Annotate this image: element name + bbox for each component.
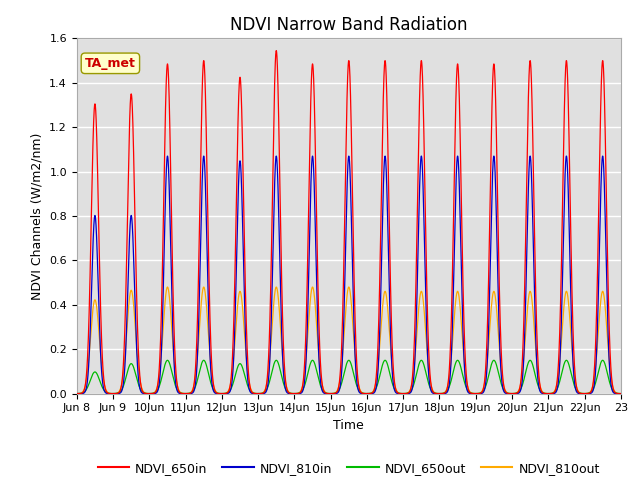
NDVI_810out xyxy=(184,391,191,396)
NDVI_650out xyxy=(184,391,191,396)
NDVI_810out xyxy=(617,391,625,396)
Line: NDVI_810in: NDVI_810in xyxy=(77,156,621,394)
X-axis label: Time: Time xyxy=(333,419,364,432)
NDVI_650in xyxy=(184,391,191,396)
NDVI_810in xyxy=(615,391,623,396)
NDVI_650in xyxy=(276,217,284,223)
NDVI_810in xyxy=(73,391,81,396)
Line: NDVI_810out: NDVI_810out xyxy=(77,287,621,394)
NDVI_810in xyxy=(276,285,284,291)
NDVI_810out xyxy=(501,387,509,393)
NDVI_650out xyxy=(276,368,284,374)
Legend: NDVI_650in, NDVI_810in, NDVI_650out, NDVI_810out: NDVI_650in, NDVI_810in, NDVI_650out, NDV… xyxy=(93,456,605,480)
NDVI_650in xyxy=(189,386,197,392)
NDVI_810out xyxy=(615,391,623,396)
NDVI_810in xyxy=(184,391,191,396)
NDVI_810out xyxy=(424,357,431,363)
NDVI_810out xyxy=(276,324,284,330)
NDVI_810in xyxy=(617,391,625,396)
NDVI_810in xyxy=(599,153,607,159)
NDVI_650in xyxy=(273,48,280,53)
Text: TA_met: TA_met xyxy=(85,57,136,70)
Line: NDVI_650out: NDVI_650out xyxy=(77,360,621,394)
NDVI_650in xyxy=(73,391,81,396)
NDVI_650in xyxy=(617,391,625,396)
NDVI_810in xyxy=(501,390,509,396)
NDVI_810in xyxy=(189,389,197,395)
NDVI_650out xyxy=(501,389,509,395)
NDVI_650out xyxy=(615,391,623,396)
NDVI_650in xyxy=(424,324,431,330)
NDVI_650in xyxy=(501,388,509,394)
NDVI_650out xyxy=(599,358,607,363)
Title: NDVI Narrow Band Radiation: NDVI Narrow Band Radiation xyxy=(230,16,468,34)
NDVI_650out xyxy=(617,391,625,396)
NDVI_810out xyxy=(73,391,81,396)
NDVI_650out xyxy=(73,391,81,396)
NDVI_810in xyxy=(424,357,431,362)
NDVI_650out xyxy=(189,388,197,394)
Line: NDVI_650in: NDVI_650in xyxy=(77,50,621,394)
NDVI_810out xyxy=(189,385,197,391)
NDVI_650out xyxy=(424,378,431,384)
NDVI_810out xyxy=(164,284,172,290)
Y-axis label: NDVI Channels (W/m2/nm): NDVI Channels (W/m2/nm) xyxy=(31,132,44,300)
NDVI_650in xyxy=(615,391,623,396)
